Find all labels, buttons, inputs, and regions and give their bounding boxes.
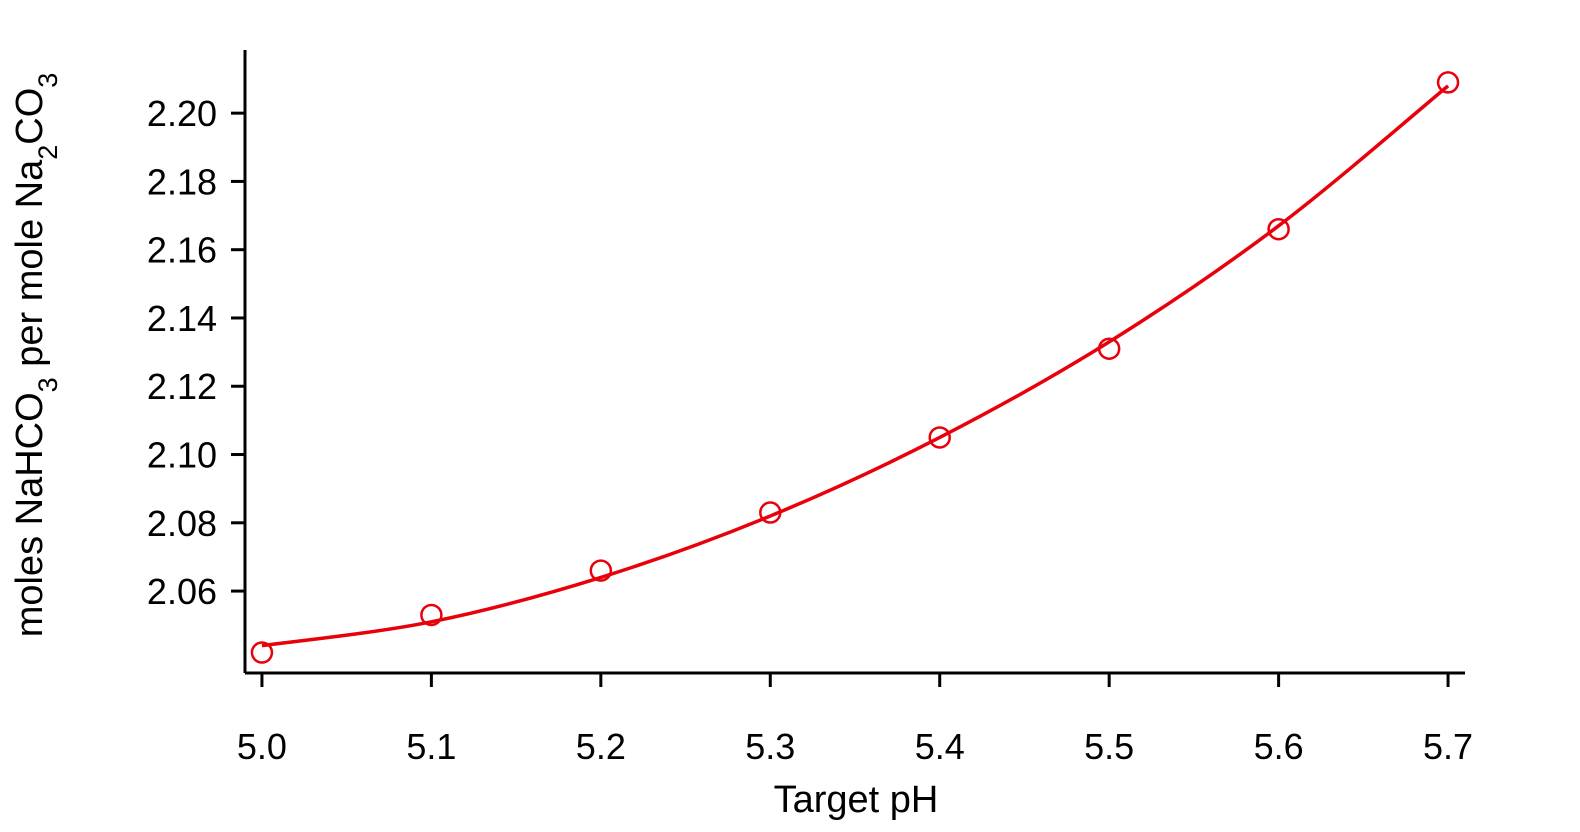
y-axis-title: moles NaHCO3 per mole Na2CO3 [9, 73, 63, 638]
x-tick-label: 5.5 [1084, 726, 1134, 767]
y-axis-title-subscript: 2 [33, 145, 63, 160]
y-axis-title-subscript: 3 [33, 73, 63, 88]
data-point [1267, 217, 1290, 241]
fit-curve [261, 84, 1450, 648]
tick-labels: 5.0 5.1 5.2 5.3 5.4 5.5 5.6 5.7 2.06 2.08 2.10 2.12… [147, 93, 1473, 767]
y-axis-title-text: per mole Na [9, 159, 51, 377]
x-tick-label: 5.3 [745, 726, 795, 767]
data-point [928, 426, 951, 449]
axes [231, 50, 1465, 687]
data-point [420, 603, 443, 627]
x-tick-label: 5.6 [1254, 726, 1304, 767]
x-tick-label: 5.1 [406, 726, 456, 767]
y-tick-label: 2.12 [147, 366, 217, 407]
x-tick-label: 5.0 [237, 726, 287, 767]
y-tick-label: 2.18 [147, 161, 217, 202]
x-tick-label: 5.4 [915, 726, 965, 767]
y-tick-label: 2.14 [147, 298, 217, 339]
y-axis-title-text: CO [9, 88, 51, 145]
x-axis-title: Target pH [774, 779, 939, 821]
data-point [589, 559, 613, 582]
y-axis-title-subscript: 3 [33, 377, 63, 392]
data-point [250, 641, 274, 664]
y-tick-label: 2.08 [147, 503, 217, 544]
y-axis-title-text: moles NaHCO [9, 392, 51, 637]
y-tick-label: 2.20 [147, 93, 217, 134]
y-tick-label: 2.10 [147, 435, 217, 476]
x-tick-label: 5.2 [576, 726, 626, 767]
data-point [1436, 71, 1460, 94]
x-tick-label: 5.7 [1423, 726, 1473, 767]
y-tick-label: 2.16 [147, 230, 217, 271]
y-tick-label: 2.06 [147, 571, 217, 612]
series-layer [250, 71, 1460, 664]
